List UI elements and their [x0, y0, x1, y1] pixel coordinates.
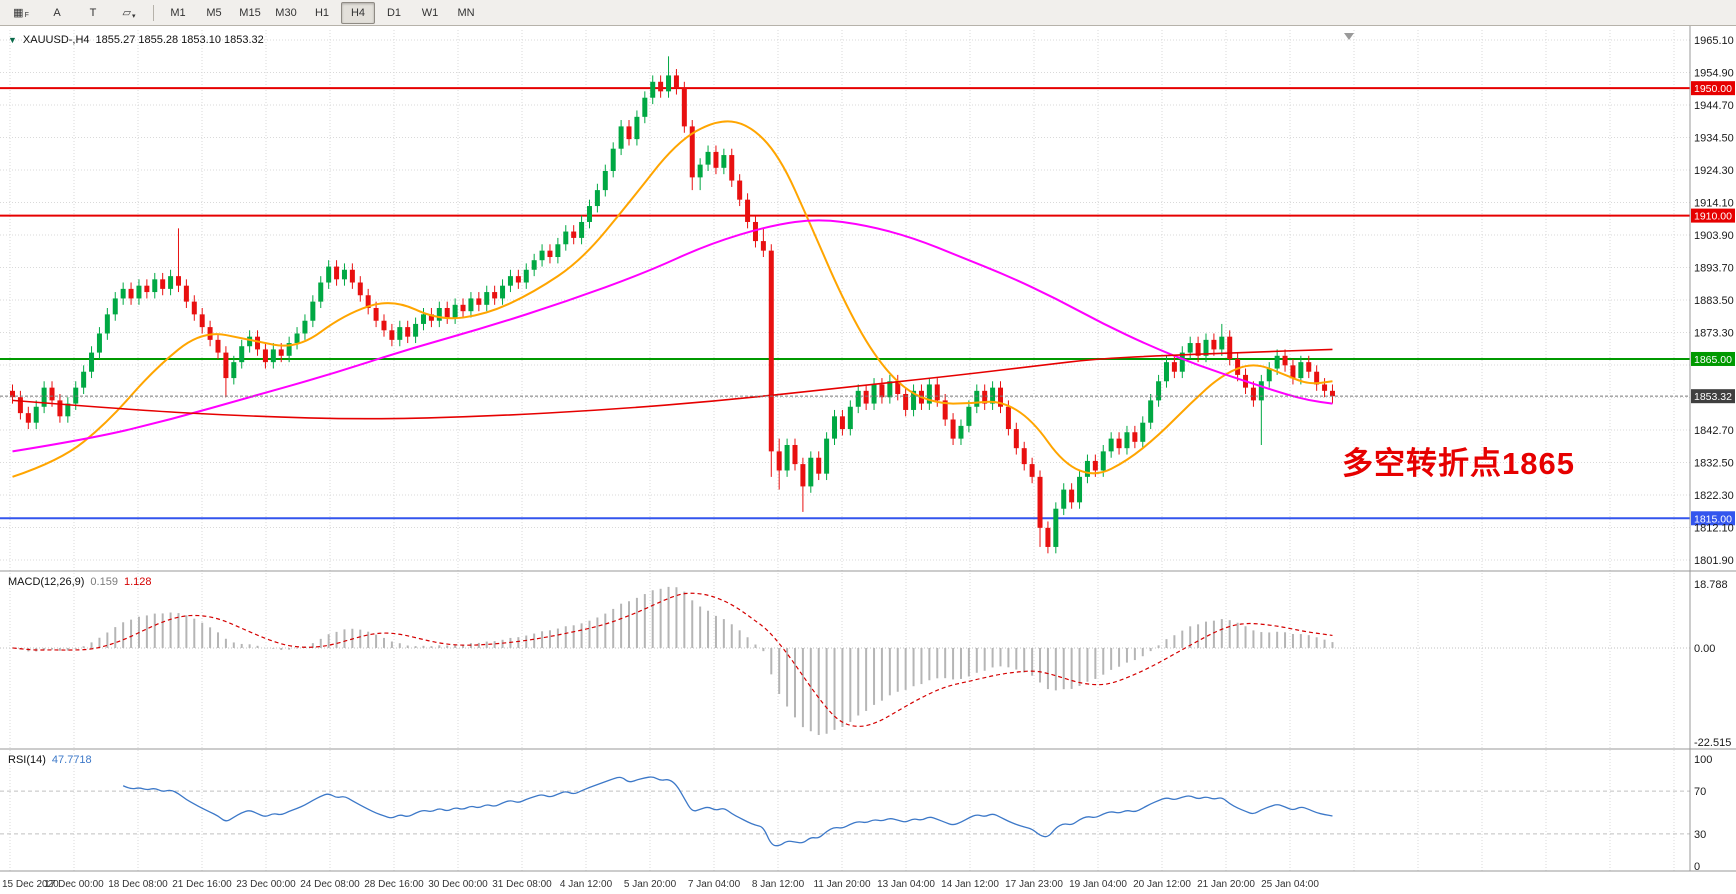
- toolbar-separator: [153, 4, 154, 21]
- time-axis-label: 17 Jan 23:00: [1005, 879, 1063, 890]
- time-axis-label: 17 Dec 00:00: [44, 879, 104, 890]
- tool-grid-template-tool-icon[interactable]: ▦ F: [13, 7, 29, 19]
- timeframe-button-m1[interactable]: M1: [170, 6, 186, 19]
- chart-area[interactable]: 1950.00 1910.00 1865.00 1815.00 1853.32 1965.…: [0, 26, 1736, 894]
- rsi-axis-label: 100: [1694, 754, 1712, 766]
- timeframe-button-d1[interactable]: D1: [386, 6, 402, 19]
- price-tick-label: 1832.50: [1694, 458, 1734, 470]
- macd-signal-line: [12, 592, 1333, 727]
- time-axis-label: 13 Jan 04:00: [877, 879, 935, 890]
- price-tick-label: 1934.50: [1694, 133, 1734, 145]
- top-toolbar: ▦ F A T ▱ ▾ M1 M5 M15 M30 H1 H4 D1 W1 MN: [0, 0, 1736, 26]
- mid-ma-line: [12, 219, 1333, 453]
- price-tick-label: 1893.70: [1694, 263, 1734, 275]
- time-axis-label: 24 Dec 08:00: [300, 879, 360, 890]
- hline-tag-label: 1950.00: [1694, 83, 1732, 95]
- time-axis-label: 8 Jan 12:00: [752, 879, 805, 890]
- tool-text-tool-icon[interactable]: T: [89, 6, 97, 19]
- time-axis-label: 21 Jan 20:00: [1197, 879, 1255, 890]
- rsi-indicator-label: RSI(14) 47.7718: [8, 754, 92, 766]
- rsi-line: [122, 776, 1333, 847]
- time-axis-label: 23 Dec 00:00: [236, 879, 296, 890]
- macd-main-value: 0.159: [90, 576, 118, 588]
- price-axis[interactable]: 1965.10 1954.90 1944.70 1934.50 1924.30 1914.…: [1694, 35, 1734, 567]
- timeframe-button-w1[interactable]: W1: [421, 6, 439, 19]
- slow-ma-line: [12, 348, 1333, 420]
- price-tick-label: 1944.70: [1694, 100, 1734, 112]
- symbol-collapse-icon[interactable]: ▼: [8, 35, 17, 45]
- current-price-tag: [1691, 389, 1735, 404]
- price-tick-label: 1924.30: [1694, 165, 1734, 177]
- price-tick-label: 1801.90: [1694, 555, 1734, 567]
- current-price-label: 1853.32: [1694, 391, 1732, 403]
- rsi-name: RSI(14): [8, 754, 46, 766]
- hline-tag-label: 1910.00: [1694, 211, 1732, 223]
- price-tick-label: 1903.90: [1694, 230, 1734, 242]
- timeframe-button-m30[interactable]: M30: [275, 6, 297, 19]
- timeframe-button-mn[interactable]: MN: [457, 6, 475, 19]
- price-tick-label: 1812.10: [1694, 523, 1734, 535]
- price-tick-label: 1873.30: [1694, 328, 1734, 340]
- drawing-tools-group: ▦ F A T ▱ ▾: [4, 2, 146, 24]
- time-axis-label: 7 Jan 04:00: [688, 879, 741, 890]
- chart-title: ▼ XAUUSD-,H4 1855.27 1855.28 1853.10 185…: [8, 34, 264, 46]
- time-axis-label: 5 Jan 20:00: [624, 879, 677, 890]
- price-tick-label: 1883.50: [1694, 295, 1734, 307]
- timeframe-button-m15[interactable]: M15: [239, 6, 261, 19]
- candlesticks: [10, 56, 1335, 554]
- macd-indicator-label: MACD(12,26,9) 0.159 1.128: [8, 576, 151, 588]
- rsi-axis-label: 70: [1694, 786, 1706, 798]
- tool-shapes-tool-icon[interactable]: ▱ ▾: [122, 7, 136, 20]
- macd-histogram: [19, 586, 1334, 736]
- timeframe-button-h4[interactable]: H4: [341, 1, 375, 24]
- time-axis-label: 31 Dec 08:00: [492, 879, 552, 890]
- price-tick-label: 1822.30: [1694, 490, 1734, 502]
- price-tick-label: 1965.10: [1694, 35, 1734, 47]
- chart-shift-marker-icon: [1344, 33, 1354, 40]
- timeframe-buttons-group: M1 M5 M15 M30 H1 H4 D1 W1 MN: [161, 1, 483, 24]
- time-axis-label: 14 Jan 12:00: [941, 879, 999, 890]
- time-axis-label: 18 Dec 08:00: [108, 879, 168, 890]
- tool-cursor-tool-icon[interactable]: A: [53, 6, 61, 19]
- time-axis-label: 19 Jan 04:00: [1069, 879, 1127, 890]
- grid: [0, 30, 1690, 871]
- time-axis-label: 20 Jan 12:00: [1133, 879, 1191, 890]
- price-tick-label: 1954.90: [1694, 68, 1734, 80]
- rsi-value: 47.7718: [51, 754, 92, 766]
- rsi-axis-label: 0: [1694, 861, 1700, 873]
- timeframe-button-m5[interactable]: M5: [206, 6, 222, 19]
- macd-axis-label: 0.00: [1694, 643, 1715, 655]
- fast-ma-line: [12, 120, 1333, 478]
- time-axis-label: 25 Jan 04:00: [1261, 879, 1319, 890]
- macd-axis-label: -22.515: [1694, 737, 1731, 749]
- macd-name: MACD(12,26,9): [8, 576, 85, 588]
- price-tick-label: 1842.70: [1694, 425, 1734, 437]
- price-tick-label: 1914.10: [1694, 198, 1734, 210]
- timeframe-button-h1[interactable]: H1: [314, 6, 330, 19]
- hline-tag-1865.00: [1691, 351, 1735, 366]
- hline-tag-1950.00: [1691, 81, 1735, 96]
- macd-axis-label: 18.788: [1694, 579, 1728, 591]
- time-axis-label: 21 Dec 16:00: [172, 879, 232, 890]
- rsi-axis-label: 30: [1694, 829, 1706, 841]
- symbol-timeframe-label: XAUUSD-,H4: [22, 34, 90, 46]
- macd-signal-value: 1.128: [123, 576, 152, 588]
- ohlc-values: 1855.27 1855.28 1853.10 1853.32: [95, 34, 264, 46]
- hline-tag-label: 1815.00: [1694, 513, 1732, 525]
- time-axis-label: 11 Jan 20:00: [813, 879, 871, 890]
- time-axis-label: 4 Jan 12:00: [560, 879, 613, 890]
- hline-tag-label: 1865.00: [1694, 354, 1732, 366]
- time-axis-label: 30 Dec 00:00: [428, 879, 488, 890]
- time-axis-label: 15 Dec 2020: [2, 879, 59, 890]
- chart-canvas[interactable]: 1950.001910.001865.001815.001853.321965.…: [0, 26, 1736, 894]
- chart-annotation-text: 多空转折点1865: [1342, 446, 1575, 481]
- hline-tag-1815.00: [1691, 511, 1735, 526]
- horizontal-lines: 1950.00 1910.00 1865.00 1815.00: [0, 81, 1735, 526]
- hline-tag-1910.00: [1691, 208, 1735, 223]
- time-axis-label: 28 Dec 16:00: [364, 879, 424, 890]
